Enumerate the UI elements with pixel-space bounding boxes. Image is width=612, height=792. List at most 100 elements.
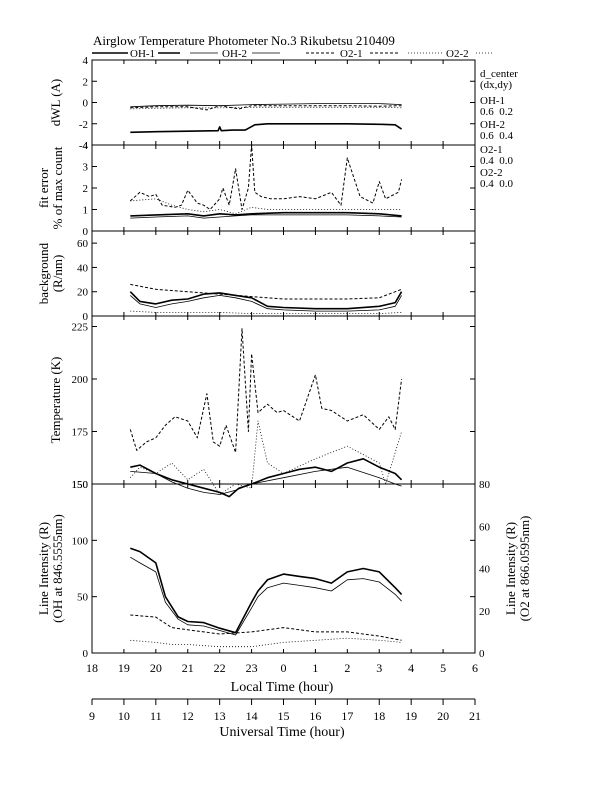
y-tick-label-fit_error-4: 0 xyxy=(83,226,89,238)
y-right-tick-label-line_intensity-0: 80 xyxy=(479,479,491,491)
universal-time-tick-label-5: 14 xyxy=(246,709,258,723)
y-axis-label-fit_error-line1: fit error xyxy=(36,167,51,208)
y-tick-label-line_intensity-2: 50 xyxy=(77,592,89,604)
universal-time-tick-label-11: 20 xyxy=(437,709,449,723)
y-axis-label-line_intensity-line1: Line Intensity (R) xyxy=(36,522,51,615)
local-time-tick-label-9: 3 xyxy=(376,661,382,675)
y-tick-label-background-2: 20 xyxy=(77,287,89,299)
legend-label-oh2: OH-2 xyxy=(222,48,247,60)
legend-item-o21: O2-1 xyxy=(306,48,400,60)
y-axis-label-temperature: Temperature (K) xyxy=(48,357,63,444)
legend-label-oh1: OH-1 xyxy=(130,48,155,60)
side-info-subtitle: (dx,dy) xyxy=(480,79,512,91)
local-time-tick-label-6: 0 xyxy=(281,661,287,675)
side-info-oh1-name: OH-1 xyxy=(480,95,505,107)
panel-frame-temperature xyxy=(91,315,476,485)
panel-frame-fit_error xyxy=(91,144,476,232)
y-right-tick-label-line_intensity-2: 40 xyxy=(479,564,491,576)
local-time-tick-label-0: 18 xyxy=(86,661,98,675)
series-dwl-oh-1 xyxy=(130,123,403,134)
universal-time-tick-label-1: 10 xyxy=(118,709,130,723)
y-tick-label-background-1: 40 xyxy=(77,262,89,274)
series-background-o2-1 xyxy=(130,283,402,300)
universal-time-tick-label-9: 18 xyxy=(373,709,385,723)
local-time-tick-label-1: 19 xyxy=(118,661,130,675)
side-info-o21-name: O2-1 xyxy=(480,144,503,156)
y-tick-label-line_intensity-1: 100 xyxy=(72,535,89,547)
series-temperature-o2-1 xyxy=(129,328,403,453)
local-time-tick-label-2: 20 xyxy=(150,661,162,675)
y-tick-label-fit_error-3: 1 xyxy=(83,205,89,217)
universal-time-tick-label-6: 15 xyxy=(278,709,290,723)
legend-label-o21: O2-1 xyxy=(340,48,363,60)
y-axis-label-line_intensity-line2: (OH at 846.5555nm) xyxy=(50,514,65,623)
y-tick-label-fit_error-2: 2 xyxy=(83,183,89,195)
y-tick-label-fit_error-1: 3 xyxy=(83,162,89,174)
panel-background: 60 40 20 0 background (R/nm) xyxy=(36,230,476,323)
universal-time-tick-label-10: 19 xyxy=(405,709,417,723)
side-info-oh1-value: 0.6 0.2 xyxy=(480,106,513,118)
y-tick-label-dwl-4: -4 xyxy=(79,140,89,152)
local-time-tick-label-12: 6 xyxy=(472,661,478,675)
y-axis-right-label-line_intensity-line1: Line Intensity (R) xyxy=(503,522,518,615)
y-axis-label-background-line1: background xyxy=(36,242,51,304)
y-tick-label-background-0: 60 xyxy=(77,238,89,250)
y-axis-label-background-line2: (R/nm) xyxy=(50,255,65,293)
legend-label-o22: O2-2 xyxy=(446,48,469,60)
y-tick-label-fit_error-0: 4 xyxy=(83,140,89,152)
series-fit_error-o2-1 xyxy=(129,144,403,210)
legend-item-o22: O2-2 xyxy=(408,48,492,60)
y-axis-label-fit_error-line2: % of max count xyxy=(50,146,65,229)
series-dwl-o2-2 xyxy=(130,106,402,110)
y-right-tick-label-line_intensity-1: 60 xyxy=(479,521,491,533)
series-line_intensity-o2-1 xyxy=(130,614,402,641)
y-right-tick-label-line_intensity-3: 20 xyxy=(479,606,491,618)
figure-title: Airglow Temperature Photometer No.3 Riku… xyxy=(93,33,395,48)
universal-time-tick-label-7: 16 xyxy=(309,709,321,723)
series-fit_error-o2-2 xyxy=(130,198,402,215)
side-info-title: d_center xyxy=(480,68,518,80)
series-line_intensity-oh-1 xyxy=(130,547,403,634)
universal-time-axis: 9 10 11 12 13 14 15 16 17 18 19 20 21 Universal Time… xyxy=(89,698,481,740)
side-info-oh2-name: OH-2 xyxy=(480,119,505,131)
y-tick-label-dwl-1: 2 xyxy=(83,76,89,88)
series-fit_error-oh-2 xyxy=(130,214,402,219)
universal-time-tick-label-12: 21 xyxy=(469,709,481,723)
panel-dwl: 4 2 0 -2 -4 dWL (A) xyxy=(48,55,476,152)
universal-time-ticks: 9 10 11 12 13 14 15 16 17 18 19 20 21 xyxy=(89,699,481,723)
local-time-tick-label-3: 21 xyxy=(182,661,194,675)
panel-fit_error: 4 3 2 1 0 fit error% of max count xyxy=(36,140,476,238)
series-background-oh-2 xyxy=(130,294,402,312)
y-tick-label-temperature-2: 175 xyxy=(72,427,89,439)
y-axis-label-dwl: dWL (A) xyxy=(48,79,63,127)
side-info-o22-name: O2-2 xyxy=(480,167,503,179)
y-tick-label-dwl-2: 0 xyxy=(83,98,89,110)
universal-time-tick-label-0: 9 xyxy=(89,709,95,723)
universal-time-tick-label-4: 13 xyxy=(214,709,226,723)
series-line_intensity-o2-2 xyxy=(130,637,402,648)
y-tick-label-temperature-0: 225 xyxy=(72,322,89,334)
local-time-tick-label-11: 5 xyxy=(440,661,446,675)
series-background-oh-1 xyxy=(129,291,403,310)
local-time-label: Local Time (hour) xyxy=(231,680,334,695)
y-tick-label-dwl-3: -2 xyxy=(79,119,88,131)
legend: OH-1 OH-2 O2-1 O2-2 xyxy=(92,48,492,60)
series-temperature-oh-2 xyxy=(130,466,402,495)
universal-time-tick-label-8: 17 xyxy=(341,709,353,723)
series-temperature-o2-2 xyxy=(130,420,402,495)
legend-item-oh1: OH-1 xyxy=(92,48,180,60)
y-tick-label-temperature-1: 200 xyxy=(72,374,89,386)
side-info-oh2-value: 0.6 0.4 xyxy=(480,130,514,142)
series-temperature-oh-1 xyxy=(130,457,403,498)
y-tick-label-background-3: 0 xyxy=(83,311,89,323)
y-tick-label-dwl-0: 4 xyxy=(83,55,89,67)
y-right-tick-label-line_intensity-4: 0 xyxy=(479,648,485,660)
side-info: d_center (dx,dy) OH-1 0.6 0.2 OH-2 0.6 0… xyxy=(480,68,518,190)
panel-temperature: 225 200 175 150 Temperature (K) xyxy=(48,315,476,498)
side-info-o22-value: 0.4 0.0 xyxy=(480,178,514,190)
y-tick-label-temperature-3: 150 xyxy=(72,479,89,491)
local-time-tick-label-5: 23 xyxy=(246,661,258,675)
series-background-o2-2 xyxy=(130,310,402,315)
